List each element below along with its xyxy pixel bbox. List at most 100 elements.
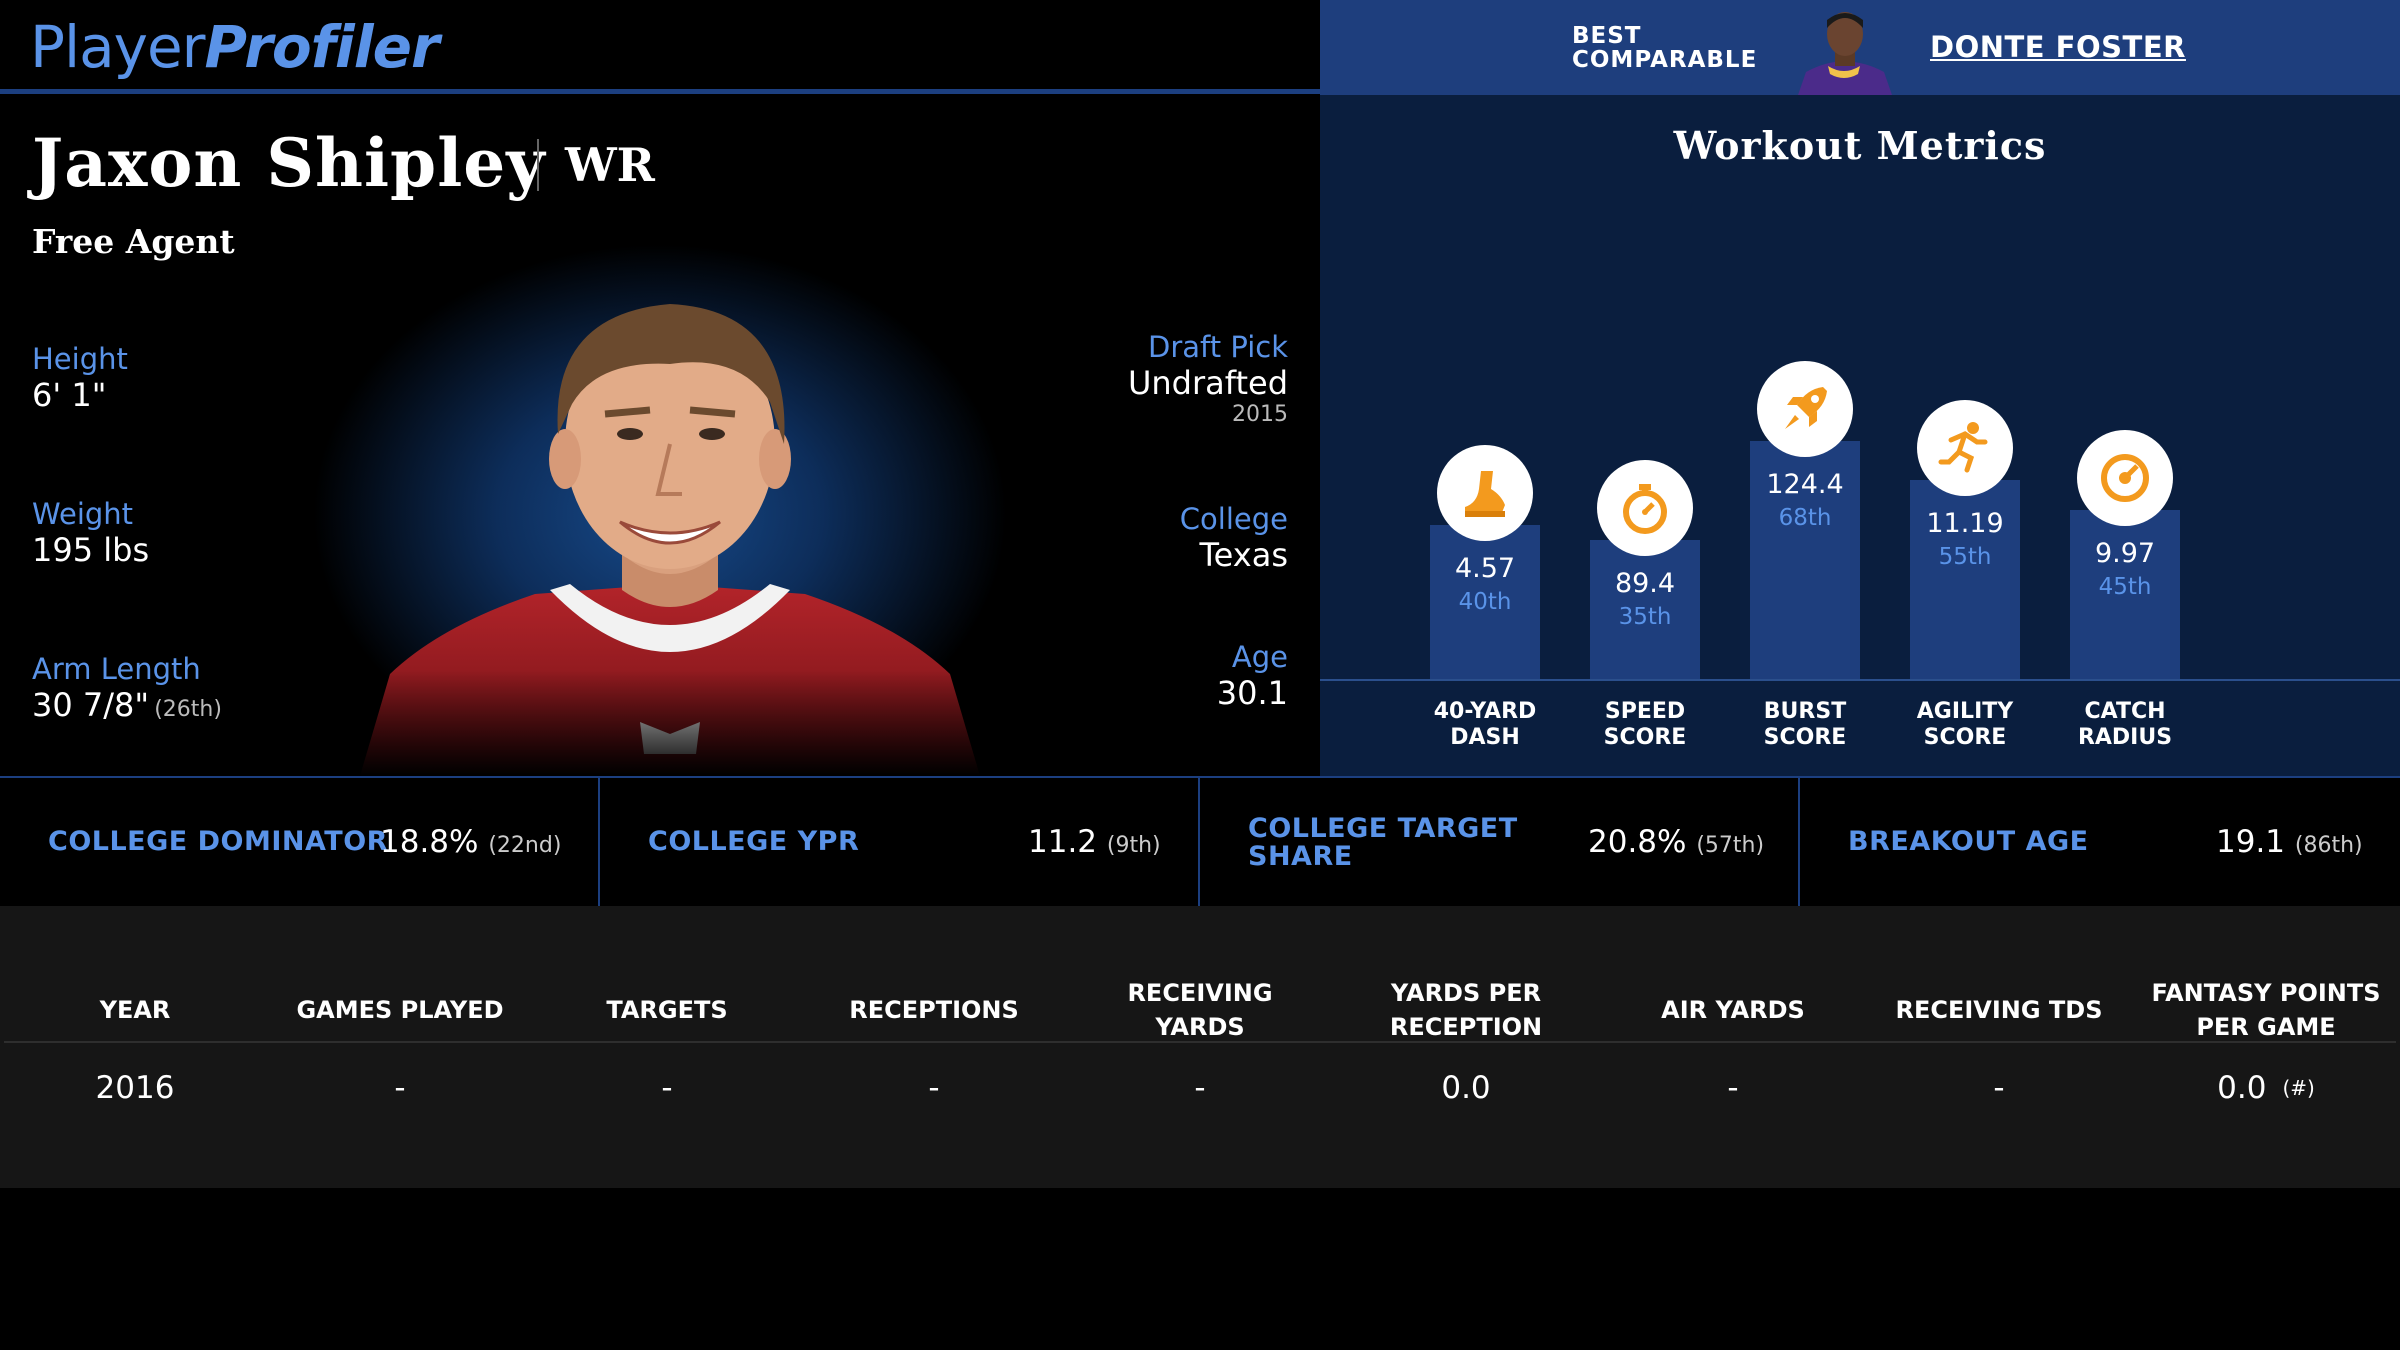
age-stat: Age 30.1 xyxy=(1217,640,1288,712)
workout-bar-percentile: 68th xyxy=(1778,505,1832,531)
workout-bar-percentile: 40th xyxy=(1458,589,1512,615)
best-comparable-bar: BEST COMPARABLE DONTE FOSTER xyxy=(1320,0,2400,95)
table-cell: - xyxy=(928,1070,940,1106)
rocket-icon xyxy=(1757,361,1853,457)
workout-bar: 89.4 35th xyxy=(1590,540,1700,679)
workout-bar: 9.97 45th xyxy=(2070,510,2180,679)
draft-pick-value: Undrafted xyxy=(1127,364,1288,402)
workout-bar-value: 124.4 xyxy=(1766,469,1844,500)
workout-metric-label: SPEED SCORE xyxy=(1603,699,1687,750)
player-position: WR xyxy=(565,138,655,192)
workout-metric-label: AGILITY SCORE xyxy=(1916,699,2014,750)
chart-baseline xyxy=(1320,679,2400,681)
draft-pick-label: Draft Pick xyxy=(1148,330,1288,364)
height-label: Height xyxy=(32,342,128,376)
best-comparable-label-line1: BEST xyxy=(1572,23,1642,49)
table-cell: - xyxy=(394,1070,406,1106)
workout-bar-percentile: 35th xyxy=(1618,604,1672,630)
college-target-share-label-line2: SHARE xyxy=(1248,841,1353,872)
player-photo xyxy=(360,294,980,776)
player-name: Jaxon Shipley xyxy=(32,124,546,202)
workout-bar-value: 11.19 xyxy=(1926,508,2004,539)
comparable-player-avatar xyxy=(1780,6,1910,95)
column-header[interactable]: YEAR xyxy=(99,996,171,1024)
college-ypr-cell: COLLEGE YPR 11.2 (9th) xyxy=(600,778,1200,906)
workout-bar-value: 9.97 xyxy=(2094,538,2156,569)
college-target-share-label-line1: COLLEGE TARGET xyxy=(1248,813,1518,844)
workout-bar: 124.4 68th xyxy=(1750,441,1860,679)
column-header[interactable]: RECEIVING YARDS xyxy=(1127,979,1273,1041)
college-dominator-value: 18.8% (22nd) xyxy=(380,824,561,860)
height-stat: Height 6' 1" xyxy=(32,342,128,414)
target-icon xyxy=(2077,430,2173,526)
column-header[interactable]: FANTASY POINTS PER GAME xyxy=(2151,979,2381,1041)
weight-stat: Weight 195 lbs xyxy=(32,497,149,569)
site-header: PlayerProfiler xyxy=(0,0,1320,94)
draft-year: 2015 xyxy=(1232,402,1288,427)
college-dominator-number: 18.8% xyxy=(380,824,479,860)
workout-metric-label: BURST SCORE xyxy=(1763,699,1847,750)
table-cell: - xyxy=(1727,1070,1739,1106)
best-comparable-label: BEST COMPARABLE xyxy=(1572,24,1757,72)
college-value: Texas xyxy=(1199,536,1288,574)
breakout-age-label: BREAKOUT AGE xyxy=(1848,826,2089,857)
workout-metrics-chart: Workout Metrics 4.57 40th 40-YARD DASH 89.4 3… xyxy=(1320,95,2400,776)
college-dominator-rank: (22nd) xyxy=(488,833,562,858)
arm-length-rank: (26th) xyxy=(154,697,222,722)
player-summary-panel: Jaxon Shipley WR Free Agent Height 6' 1"… xyxy=(0,94,1320,776)
workout-metrics-title: Workout Metrics xyxy=(1673,123,2047,168)
column-header[interactable]: AIR YARDS xyxy=(1661,996,1805,1024)
site-logo[interactable]: PlayerProfiler xyxy=(30,12,440,82)
stopwatch-icon xyxy=(1597,460,1693,556)
workout-bar-percentile: 45th xyxy=(2098,574,2152,600)
college-target-share-cell: COLLEGE TARGET SHARE 20.8% (57th) xyxy=(1200,778,1800,906)
college-target-share-value: 20.8% (57th) xyxy=(1588,824,1764,860)
breakout-age-rank: (86th) xyxy=(2294,833,2363,858)
workout-metric-label: CATCH RADIUS xyxy=(2077,699,2173,750)
table-cell: 0.0 (#) xyxy=(2217,1070,2315,1106)
weight-value: 195 lbs xyxy=(32,531,150,569)
college-ypr-label: COLLEGE YPR xyxy=(648,826,860,857)
shoe-icon xyxy=(1437,445,1533,541)
college-label: College xyxy=(1179,502,1288,536)
table-cell: 0.0 xyxy=(1441,1070,1491,1106)
college-stat: College Texas xyxy=(1180,502,1288,574)
table-cell: - xyxy=(1194,1070,1206,1106)
college-ypr-rank: (9th) xyxy=(1106,833,1161,858)
name-position-divider xyxy=(537,139,539,191)
logo-part-profiler: Profiler xyxy=(204,13,440,81)
table-header-divider xyxy=(4,1041,2396,1043)
college-target-share-rank: (57th) xyxy=(1696,833,1765,858)
fantasy-points-rank: (#) xyxy=(2282,1076,2315,1100)
comparable-player-link[interactable]: DONTE FOSTER xyxy=(1930,30,2186,64)
best-comparable-label-line2: COMPARABLE xyxy=(1572,47,1758,73)
height-value: 6' 1" xyxy=(32,376,107,414)
workout-bar-value: 89.4 xyxy=(1614,568,1676,599)
table-cell: - xyxy=(1993,1070,2005,1106)
college-dominator-cell: COLLEGE DOMINATOR 18.8% (22nd) xyxy=(0,778,600,906)
college-ypr-number: 11.2 xyxy=(1028,824,1098,860)
column-header[interactable]: YARDS PER RECEPTION xyxy=(1389,979,1543,1041)
workout-bar-value: 4.57 xyxy=(1454,553,1516,584)
arm-length-value: 30 7/8" xyxy=(32,686,150,724)
logo-part-player: Player xyxy=(30,13,205,81)
breakout-age-value: 19.1 (86th) xyxy=(2216,824,2363,860)
age-value: 30.1 xyxy=(1216,674,1288,712)
college-target-share-number: 20.8% xyxy=(1588,824,1687,860)
workout-metric-label: 40-YARD DASH xyxy=(1433,699,1537,750)
weight-label: Weight xyxy=(32,497,134,531)
workout-bar-percentile: 55th xyxy=(1938,544,1992,570)
column-header[interactable]: RECEPTIONS xyxy=(849,996,1019,1024)
age-label: Age xyxy=(1231,640,1288,674)
column-header[interactable]: RECEIVING TDS xyxy=(1895,996,2103,1024)
breakout-age-number: 19.1 xyxy=(2216,824,2286,860)
runner-icon xyxy=(1917,400,2013,496)
column-header[interactable]: GAMES PLAYED xyxy=(296,996,504,1024)
table-cell: - xyxy=(661,1070,673,1106)
draft-pick-stat: Draft Pick Undrafted 2015 xyxy=(1128,330,1288,427)
college-metrics-row: COLLEGE DOMINATOR 18.8% (22nd) COLLEGE Y… xyxy=(0,776,2400,906)
arm-length-label: Arm Length xyxy=(32,652,201,686)
player-team: Free Agent xyxy=(32,222,235,261)
column-header[interactable]: TARGETS xyxy=(606,996,728,1024)
